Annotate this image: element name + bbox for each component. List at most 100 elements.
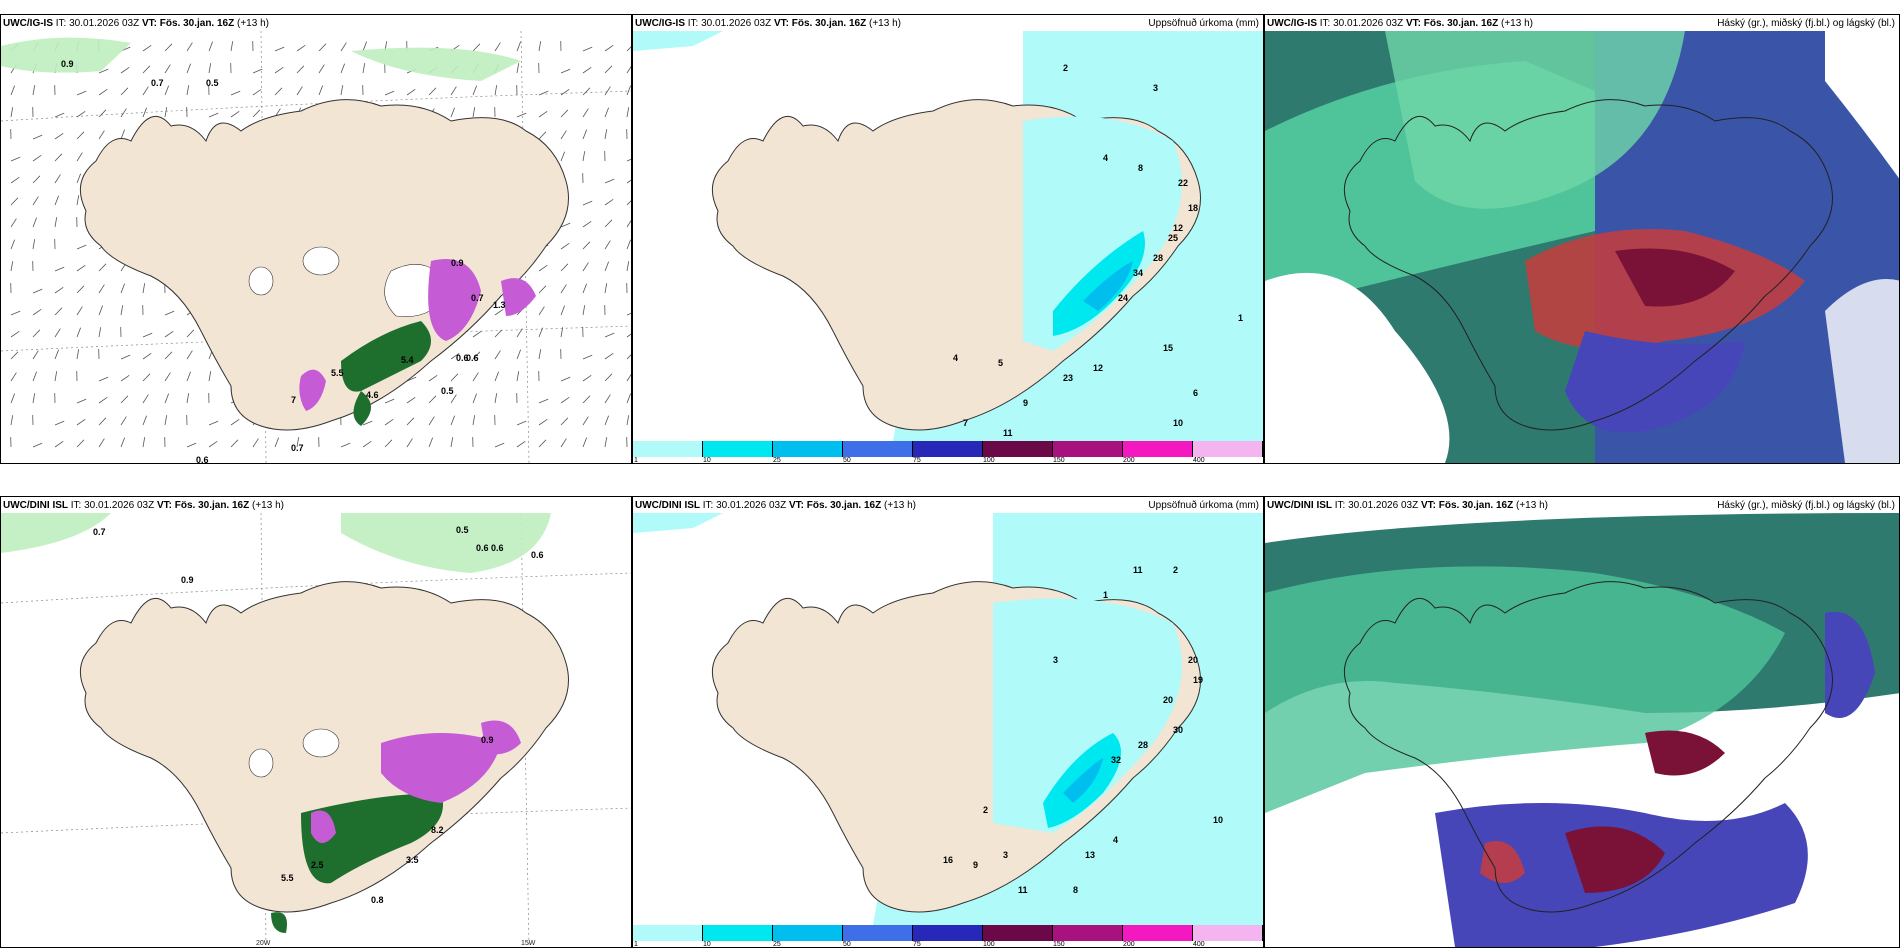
wind-barb [560,68,571,74]
wind-barb [54,133,64,140]
precip-map: 2 3 4 8 12 22 18 25 28 34 24 23 15 12 9 … [633,31,1263,441]
wind-barb [208,41,213,52]
wind-barb [582,262,589,272]
wind-barb [32,134,43,140]
wind-barb [626,261,630,272]
svg-text:0.7: 0.7 [471,293,484,303]
wind-barb [472,351,481,360]
wind-barb [274,46,285,52]
svg-text:3: 3 [1003,850,1008,860]
precip-colorbar: 1 10 25 50 75 100 150 200 400 [633,441,1263,463]
svg-text:10: 10 [1213,815,1223,825]
wind-barb [560,376,571,382]
wind-barb [230,111,240,118]
wind-barb [32,288,43,294]
svg-text:0.6: 0.6 [531,550,544,560]
wind-barb [582,151,586,162]
svg-text:0.7: 0.7 [291,443,304,453]
wind-barb [296,437,300,448]
wind-barb [120,305,124,316]
wind-barb [538,131,547,140]
precip-colorbar: 1 10 25 50 75 100 150 200 400 [633,925,1263,947]
wind-barb [472,331,482,338]
wind-barb [318,43,327,52]
wind-barb [164,351,173,360]
wind-map: 0.9 0.7 0.5 0.9 0.7 0.6 0.5 4.6 5.4 0.7 … [1,31,631,463]
svg-text:0.6: 0.6 [466,353,479,363]
panel-title: Uppsöfnuð úrkoma (mm) [1148,18,1259,29]
wind-barb [142,86,149,96]
wind-barb [120,87,129,96]
wind-barb [582,437,587,448]
wind-barb [582,129,587,140]
wind-barb [538,265,548,272]
svg-text:0.9: 0.9 [181,575,194,585]
wind-barb [604,261,609,272]
wind-barb [54,174,61,184]
wind-barb [472,85,477,96]
wind-barb [208,112,219,118]
wind-barb [98,109,107,118]
wind-barb [98,305,103,316]
svg-text:1.3: 1.3 [493,300,506,310]
wind-barb [98,284,105,294]
wind-barb [472,415,476,426]
svg-text:5.5: 5.5 [331,368,344,378]
wind-barb [98,68,109,74]
svg-text:1: 1 [1238,313,1243,323]
wind-barb [10,351,19,360]
svg-text:0.9: 0.9 [61,59,74,69]
wind-barb [54,349,59,360]
wind-barb [604,65,613,74]
wind-barb [164,393,169,404]
wind-barb [560,438,567,448]
wind-barb [186,371,191,382]
wind-barb [472,107,476,118]
svg-text:2.5: 2.5 [311,860,324,870]
wind-barb [582,283,587,294]
svg-text:18: 18 [1188,203,1198,213]
wind-barb [54,420,65,426]
wind-barb [626,46,631,52]
wind-barb [10,177,20,184]
wind-barb [230,90,241,96]
svg-text:0.8: 0.8 [371,895,384,905]
wind-barb [626,374,631,382]
svg-text:2: 2 [983,805,988,815]
svg-text:8.2: 8.2 [431,825,444,835]
wind-barb [340,63,345,74]
wind-barb [582,108,589,118]
svg-text:4: 4 [953,353,958,363]
wind-barb [472,43,481,52]
wind-barb [538,111,548,118]
wind-barb [274,67,284,74]
wind-barb [296,65,305,74]
wind-barb [560,109,569,118]
wind-barb [626,312,631,316]
svg-text:0.9: 0.9 [481,735,494,745]
wind-barb [164,107,168,118]
wind-barb [32,329,41,338]
wind-barb [604,332,615,338]
wind-barb [142,373,151,382]
svg-text:28: 28 [1153,253,1163,263]
svg-text:3: 3 [1053,655,1058,665]
wind-barb [604,45,614,52]
wind-barb [406,376,417,382]
wind-barb [142,353,152,360]
wind-barb [32,175,41,184]
wind-barb [296,45,306,52]
wind-barb [252,438,259,448]
wind-barb [582,241,591,250]
wind-barb [582,416,589,426]
svg-text:15W: 15W [521,940,536,947]
svg-text:0.9: 0.9 [451,258,464,268]
wind-barb [406,438,413,448]
wind-barb [318,85,323,96]
wind-barb [428,87,437,96]
wind-barb [54,112,65,118]
wind-barb [32,155,42,162]
cloud-map [1265,513,1899,947]
wind-barb [76,244,87,250]
wind-barb [626,85,631,96]
